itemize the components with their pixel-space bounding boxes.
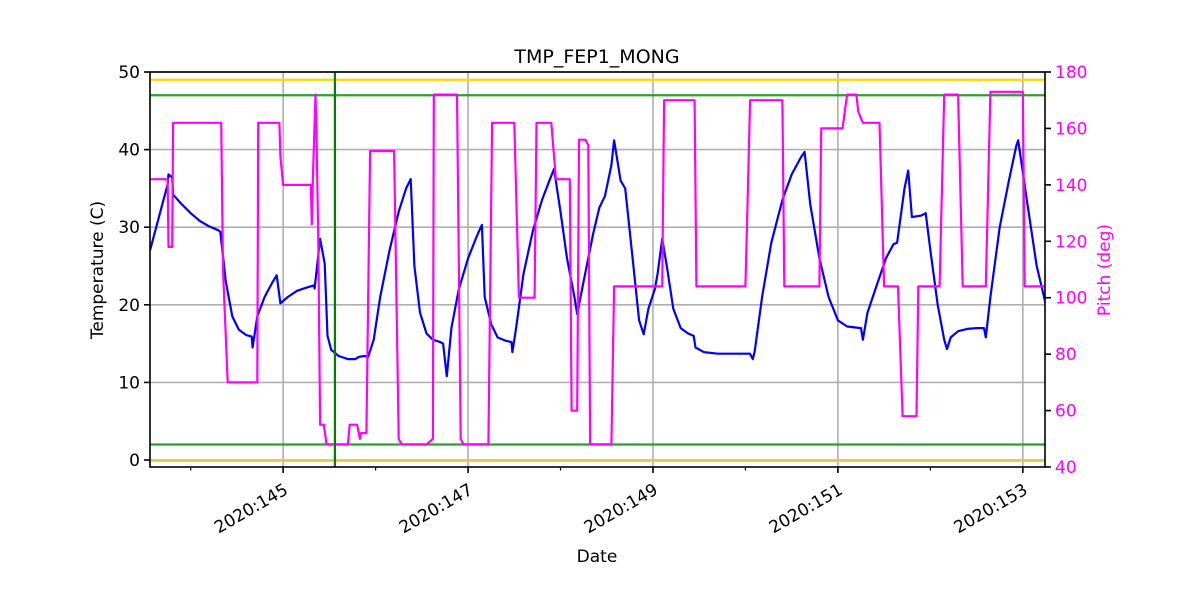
plot-frame	[149, 71, 1046, 468]
grid-lines	[150, 71, 1045, 467]
y2-tick-label: 180	[1055, 63, 1087, 83]
y2-tick-label: 40	[1055, 458, 1077, 478]
x-axis-label: Date	[577, 547, 618, 567]
y-tick-label: 10	[118, 373, 140, 393]
y2-tick-label: 100	[1055, 289, 1087, 309]
data-series	[150, 90, 1045, 446]
left-y-axis: 0 10 20 30 40 50	[118, 63, 150, 471]
y-tick-label: 20	[118, 296, 140, 316]
y-tick-label: 50	[118, 63, 140, 83]
right-y-axis: 40 60 80 100 120 140 160 180	[1045, 63, 1087, 478]
y-tick-label: 0	[129, 451, 140, 471]
y2-tick-label: 140	[1055, 176, 1087, 196]
y-tick-label: 40	[118, 141, 140, 161]
y-tick-label: 30	[118, 218, 140, 238]
y2-tick-label: 120	[1055, 232, 1087, 252]
y2-axis-label: Pitch (deg)	[1095, 224, 1115, 316]
y2-tick-label: 60	[1055, 402, 1077, 422]
y2-tick-label: 160	[1055, 119, 1087, 139]
pitch-series-line	[150, 90, 1045, 446]
chart-title: TMP_FEP1_MONG	[513, 46, 679, 68]
y2-tick-label: 80	[1055, 345, 1077, 365]
y-axis-label: Temperature (C)	[88, 201, 108, 340]
